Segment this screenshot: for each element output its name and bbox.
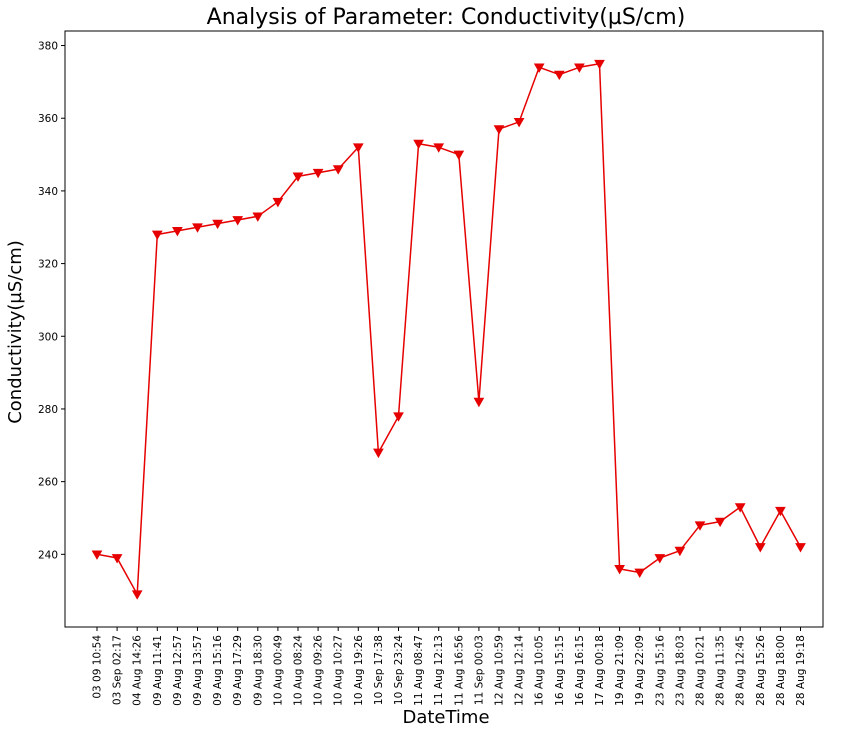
data-point-marker	[533, 63, 545, 73]
x-tick-label: 11 Aug 12:13	[433, 635, 445, 706]
data-point-marker	[634, 568, 646, 578]
x-tick-label: 28 Aug 18:00	[775, 635, 787, 706]
data-point-marker	[413, 139, 424, 150]
x-tick-label: 09 Aug 17:29	[232, 635, 244, 706]
x-tick-label: 23 Aug 18:03	[674, 635, 686, 706]
data-point-marker	[332, 165, 344, 175]
x-tick-label: 10 Aug 09:26	[313, 635, 325, 706]
x-tick-label: 28 Aug 10:21	[695, 635, 707, 706]
data-point-marker	[352, 143, 364, 153]
x-tick-label: 19 Aug 22:09	[634, 635, 646, 706]
x-tick-label: 09 Aug 18:30	[252, 635, 264, 706]
x-tick-label: 11 Aug 16:56	[453, 635, 465, 706]
x-tick-label: 09 Aug 12:57	[172, 635, 184, 706]
x-tick-label: 10 Aug 10:27	[333, 635, 345, 706]
x-tick-label: 10 Sep 23:24	[393, 635, 405, 705]
x-tick-label: 12 Aug 10:59	[494, 635, 506, 706]
data-point-marker	[151, 230, 163, 241]
x-tick-label: 19 Aug 21:09	[614, 635, 626, 706]
x-tick-label: 17 Aug 00:18	[594, 635, 606, 706]
x-tick-label: 09 Aug 11:41	[152, 635, 164, 706]
y-tick-label: 340	[38, 186, 58, 198]
data-point-marker	[212, 219, 223, 230]
data-point-marker	[292, 172, 304, 182]
data-point-marker	[312, 168, 324, 179]
x-tick-label: 28 Aug 11:35	[715, 635, 727, 706]
data-point-marker	[614, 564, 625, 575]
data-point-marker	[373, 448, 384, 459]
x-tick-label: 28 Aug 15:26	[755, 635, 767, 706]
data-point-marker	[775, 506, 786, 517]
x-tick-label: 11 Sep 00:03	[473, 635, 485, 705]
data-point-marker	[252, 212, 264, 222]
x-tick-label: 11 Aug 08:47	[413, 635, 425, 706]
x-tick-label: 10 Aug 00:49	[272, 635, 284, 706]
x-tick-label: 10 Aug 08:24	[293, 635, 305, 706]
data-point-marker	[594, 59, 605, 70]
x-tick-label: 03 09 10:54	[92, 635, 104, 699]
data-point-marker	[513, 117, 525, 128]
x-tick-label: 16 Aug 10:05	[534, 635, 546, 706]
data-point-marker	[131, 590, 143, 600]
x-tick-label: 12 Aug 12:14	[514, 635, 526, 706]
series-line	[96, 62, 802, 596]
data-point-marker	[111, 554, 123, 564]
data-point-marker	[553, 70, 565, 81]
data-point-marker	[795, 543, 806, 553]
chart-title: Analysis of Parameter: Conductivity(µS/c…	[207, 5, 686, 30]
y-tick-label: 280	[38, 404, 58, 416]
data-point-marker	[232, 216, 244, 226]
data-point-marker	[734, 503, 746, 513]
x-tick-label: 28 Aug 19:18	[795, 635, 807, 706]
data-point-marker	[433, 143, 445, 153]
x-tick-label: 28 Aug 12:45	[735, 635, 747, 706]
data-point-marker	[714, 517, 726, 528]
y-tick-label: 380	[38, 41, 58, 53]
data-point-marker	[272, 197, 284, 208]
data-point-marker	[453, 150, 465, 161]
x-axis-label: DateTime	[402, 707, 489, 728]
data-point-marker	[473, 397, 485, 408]
x-tick-label: 10 Sep 17:38	[373, 635, 385, 705]
x-tick-label: 09 Aug 15:16	[212, 635, 224, 706]
y-tick-label: 300	[38, 331, 58, 343]
x-tick-label: 10 Aug 19:26	[353, 635, 365, 706]
y-tick-label: 320	[38, 259, 58, 271]
x-tick-label: 16 Aug 16:15	[574, 635, 586, 706]
data-point-marker	[172, 227, 183, 237]
y-tick-label: 360	[38, 113, 58, 125]
x-tick-label: 16 Aug 15:15	[554, 635, 566, 706]
data-point-marker	[674, 546, 686, 557]
plot-frame	[64, 30, 824, 628]
data-point-marker	[393, 412, 404, 422]
data-point-marker	[754, 543, 766, 553]
x-tick-label: 23 Aug 15:16	[654, 635, 666, 706]
data-point-marker	[192, 223, 203, 233]
data-point-marker	[91, 550, 103, 560]
x-tick-label: 04 Aug 14:26	[132, 635, 144, 706]
y-tick-label: 240	[38, 549, 58, 561]
data-point-marker	[694, 521, 706, 531]
data-point-marker	[654, 554, 666, 564]
data-point-marker	[493, 125, 505, 135]
x-tick-label: 09 Aug 13:57	[192, 635, 204, 706]
x-tick-label: 03 Sep 02:17	[112, 635, 124, 705]
y-tick-label: 260	[38, 477, 58, 489]
y-axis-label: Conductivity(µS/cm)	[5, 240, 26, 424]
data-point-marker	[574, 63, 585, 73]
